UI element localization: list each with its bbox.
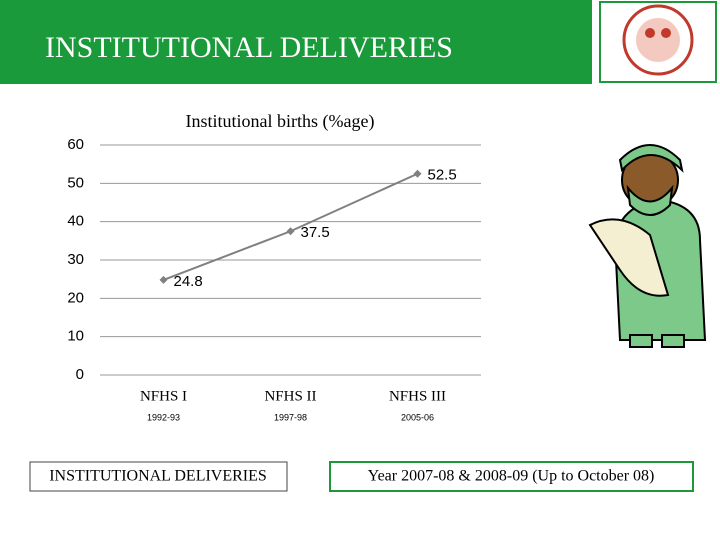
point-marker [159,275,168,284]
y-tick-label: 20 [67,289,84,306]
y-tick-label: 60 [67,136,84,153]
footer-box [29,461,288,492]
x-tick-label: NFHS III [389,388,446,404]
logo-ring [622,4,694,76]
y-tick-label: 40 [67,213,84,230]
doctor-illustration [588,144,707,348]
logo-center [636,18,680,62]
header-bar [0,0,592,84]
y-tick-label: 0 [76,366,84,383]
x-tick-label: NFHS II [264,388,316,404]
data-label: 37.5 [301,224,330,241]
point-marker [286,227,295,236]
footer-box [329,461,694,492]
point-marker [413,169,422,178]
logo-figure [645,28,655,38]
series-line [163,172,418,281]
y-tick-label: 30 [67,251,84,268]
x-tick-sublabel: 1997-98 [274,412,307,422]
y-tick-label: 50 [67,174,84,191]
data-label: 52.5 [428,167,457,184]
data-label: 24.8 [174,273,203,290]
x-tick-label: NFHS I [140,388,187,404]
chart-title: Institutional births (%age) [186,111,375,132]
x-tick-sublabel: 2005-06 [401,412,434,422]
logo-figure [661,28,671,38]
y-tick-label: 10 [67,328,84,345]
logo-frame [599,1,717,83]
x-tick-sublabel: 1992-93 [147,412,180,422]
footer-label: INSTITUTIONAL DELIVERIES [49,468,267,485]
footer-label: Year 2007-08 & 2008-09 (Up to October 08… [368,468,655,485]
slide-title: INSTITUTIONAL DELIVERIES [45,31,453,64]
